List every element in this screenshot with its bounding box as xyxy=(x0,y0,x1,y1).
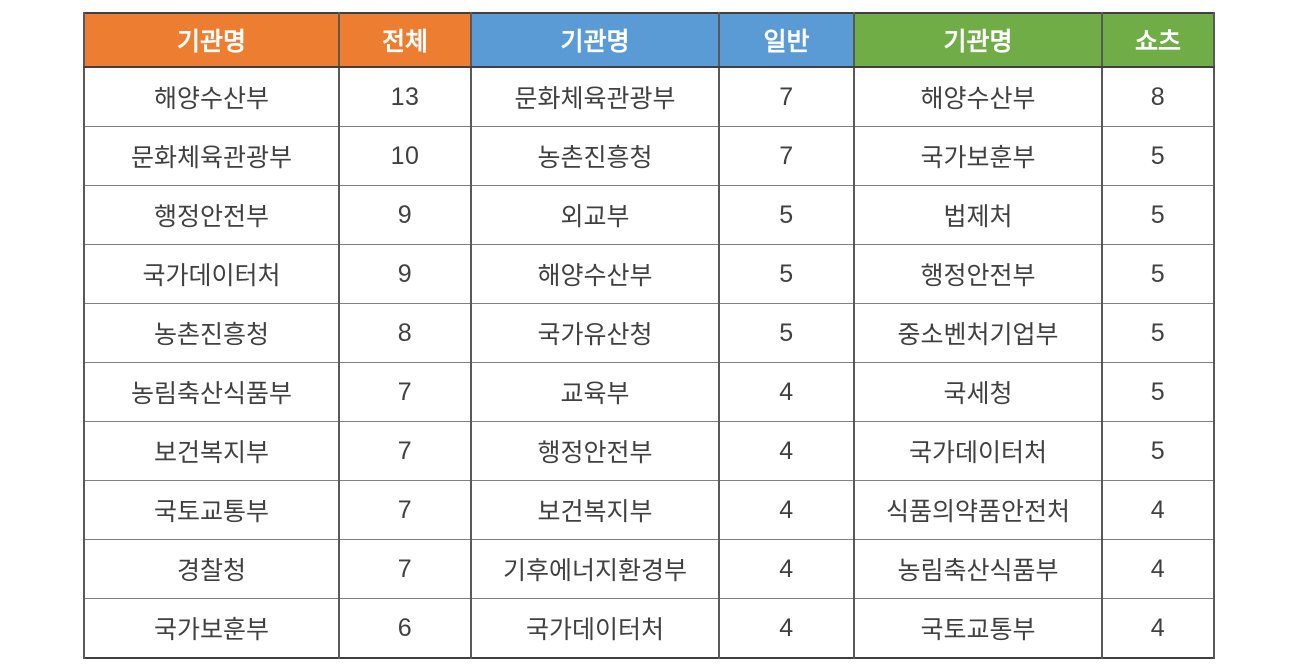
header-row: 기관명 전체 기관명 일반 기관명 쇼츠 xyxy=(83,12,1215,68)
shorts-count-cell: 8 xyxy=(1101,66,1215,127)
total-org-name-cell: 해양수산부 xyxy=(83,66,340,127)
shorts-org-name-cell: 국토교통부 xyxy=(853,598,1103,659)
header-shorts-count: 쇼츠 xyxy=(1101,12,1215,68)
general-count-cell: 5 xyxy=(718,303,855,363)
general-org-name-cell: 문화체육관광부 xyxy=(470,66,720,127)
total-org-name-cell: 보건복지부 xyxy=(83,421,340,481)
total-count-cell: 9 xyxy=(338,244,472,304)
table-row: 행정안전부 9 외교부 5 법제처 5 xyxy=(83,185,1215,245)
general-count-cell: 7 xyxy=(718,126,855,186)
shorts-org-name-cell: 식품의약품안전처 xyxy=(853,480,1103,540)
table-row: 농림축산식품부 7 교육부 4 국세청 5 xyxy=(83,362,1215,422)
total-org-name-cell: 국가보훈부 xyxy=(83,598,340,659)
shorts-count-cell: 4 xyxy=(1101,598,1215,659)
header-shorts-org-name: 기관명 xyxy=(853,12,1103,68)
total-count-cell: 7 xyxy=(338,539,472,599)
table-row: 국가보훈부 6 국가데이터처 4 국토교통부 4 xyxy=(83,598,1215,659)
total-count-cell: 7 xyxy=(338,421,472,481)
general-org-name-cell: 국가데이터처 xyxy=(470,598,720,659)
table-row: 국토교통부 7 보건복지부 4 식품의약품안전처 4 xyxy=(83,480,1215,540)
general-count-cell: 5 xyxy=(718,185,855,245)
total-org-name-cell: 경찰청 xyxy=(83,539,340,599)
total-count-cell: 13 xyxy=(338,66,472,127)
general-count-cell: 4 xyxy=(718,421,855,481)
table-row: 경찰청 7 기후에너지환경부 4 농림축산식품부 4 xyxy=(83,539,1215,599)
table-row: 국가데이터처 9 해양수산부 5 행정안전부 5 xyxy=(83,244,1215,304)
general-org-name-cell: 기후에너지환경부 xyxy=(470,539,720,599)
shorts-org-name-cell: 국세청 xyxy=(853,362,1103,422)
general-count-cell: 7 xyxy=(718,66,855,127)
shorts-count-cell: 5 xyxy=(1101,362,1215,422)
total-org-name-cell: 국가데이터처 xyxy=(83,244,340,304)
shorts-count-cell: 4 xyxy=(1101,539,1215,599)
total-count-cell: 10 xyxy=(338,126,472,186)
total-org-name-cell: 농촌진흥청 xyxy=(83,303,340,363)
header-general-org-name: 기관명 xyxy=(470,12,720,68)
general-org-name-cell: 농촌진흥청 xyxy=(470,126,720,186)
total-org-name-cell: 국토교통부 xyxy=(83,480,340,540)
table-row: 해양수산부 13 문화체육관광부 7 해양수산부 8 xyxy=(83,66,1215,127)
general-count-cell: 4 xyxy=(718,362,855,422)
shorts-count-cell: 5 xyxy=(1101,303,1215,363)
general-count-cell: 4 xyxy=(718,480,855,540)
shorts-org-name-cell: 해양수산부 xyxy=(853,66,1103,127)
general-org-name-cell: 교육부 xyxy=(470,362,720,422)
total-count-cell: 6 xyxy=(338,598,472,659)
header-total-org-name: 기관명 xyxy=(83,12,340,68)
shorts-count-cell: 5 xyxy=(1101,185,1215,245)
agency-content-stats-table: 기관명 전체 기관명 일반 기관명 쇼츠 해양수산부 13 문화체육관광부 7 … xyxy=(83,12,1215,659)
total-org-name-cell: 문화체육관광부 xyxy=(83,126,340,186)
shorts-org-name-cell: 국가보훈부 xyxy=(853,126,1103,186)
shorts-org-name-cell: 중소벤처기업부 xyxy=(853,303,1103,363)
shorts-org-name-cell: 법제처 xyxy=(853,185,1103,245)
header-total-count: 전체 xyxy=(338,12,472,68)
general-org-name-cell: 해양수산부 xyxy=(470,244,720,304)
shorts-count-cell: 5 xyxy=(1101,126,1215,186)
total-count-cell: 7 xyxy=(338,362,472,422)
shorts-org-name-cell: 행정안전부 xyxy=(853,244,1103,304)
shorts-count-cell: 4 xyxy=(1101,480,1215,540)
total-count-cell: 7 xyxy=(338,480,472,540)
shorts-org-name-cell: 농림축산식품부 xyxy=(853,539,1103,599)
general-org-name-cell: 국가유산청 xyxy=(470,303,720,363)
header-general-count: 일반 xyxy=(718,12,855,68)
general-count-cell: 4 xyxy=(718,598,855,659)
total-count-cell: 9 xyxy=(338,185,472,245)
general-org-name-cell: 외교부 xyxy=(470,185,720,245)
general-org-name-cell: 행정안전부 xyxy=(470,421,720,481)
general-count-cell: 5 xyxy=(718,244,855,304)
shorts-org-name-cell: 국가데이터처 xyxy=(853,421,1103,481)
shorts-count-cell: 5 xyxy=(1101,421,1215,481)
total-org-name-cell: 행정안전부 xyxy=(83,185,340,245)
total-count-cell: 8 xyxy=(338,303,472,363)
table-row: 문화체육관광부 10 농촌진흥청 7 국가보훈부 5 xyxy=(83,126,1215,186)
shorts-count-cell: 5 xyxy=(1101,244,1215,304)
table-row: 농촌진흥청 8 국가유산청 5 중소벤처기업부 5 xyxy=(83,303,1215,363)
general-count-cell: 4 xyxy=(718,539,855,599)
table-row: 보건복지부 7 행정안전부 4 국가데이터처 5 xyxy=(83,421,1215,481)
total-org-name-cell: 농림축산식품부 xyxy=(83,362,340,422)
general-org-name-cell: 보건복지부 xyxy=(470,480,720,540)
